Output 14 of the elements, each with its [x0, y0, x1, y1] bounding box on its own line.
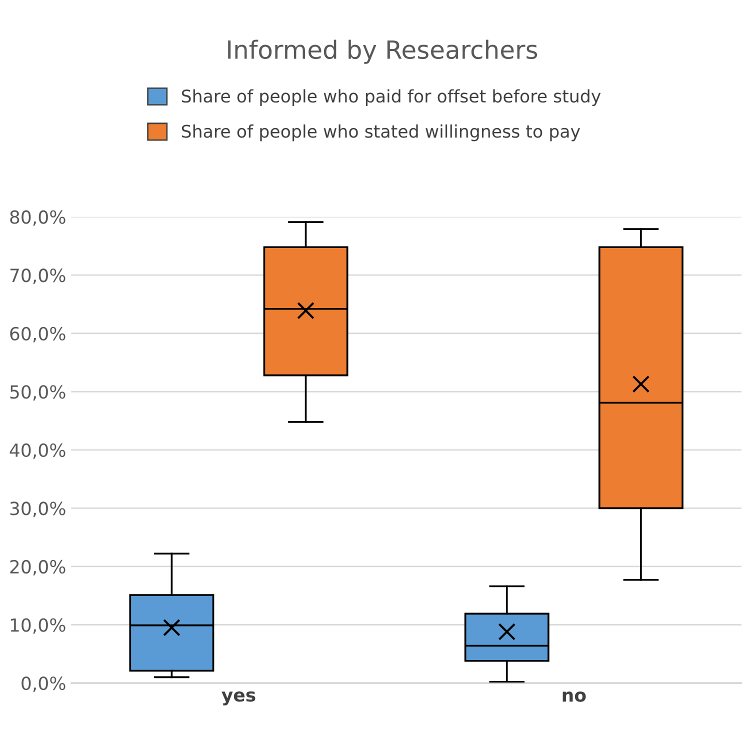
chart-title: Informed by Researchers: [228, 40, 538, 64]
y-tick-label: 30,0%: [10, 502, 66, 518]
y-tick-label: 60,0%: [10, 326, 66, 342]
y-tick-label: 80,0%: [10, 210, 66, 226]
y-tick-label: 70,0%: [10, 268, 66, 284]
legend-label: Share of people who paid for offset before study: [182, 89, 601, 106]
y-tick-label: 0,0%: [22, 676, 66, 692]
x-tick-label: no: [562, 691, 586, 702]
x-tick-label: yes: [222, 691, 256, 706]
y-tick-label: 40,0%: [10, 443, 66, 459]
y-tick-label: 10,0%: [10, 618, 66, 634]
y-tick-label: 20,0%: [10, 560, 66, 576]
y-tick-label: 50,0%: [10, 385, 66, 401]
legend-label: Share of people who stated willingness to pay: [182, 124, 580, 142]
